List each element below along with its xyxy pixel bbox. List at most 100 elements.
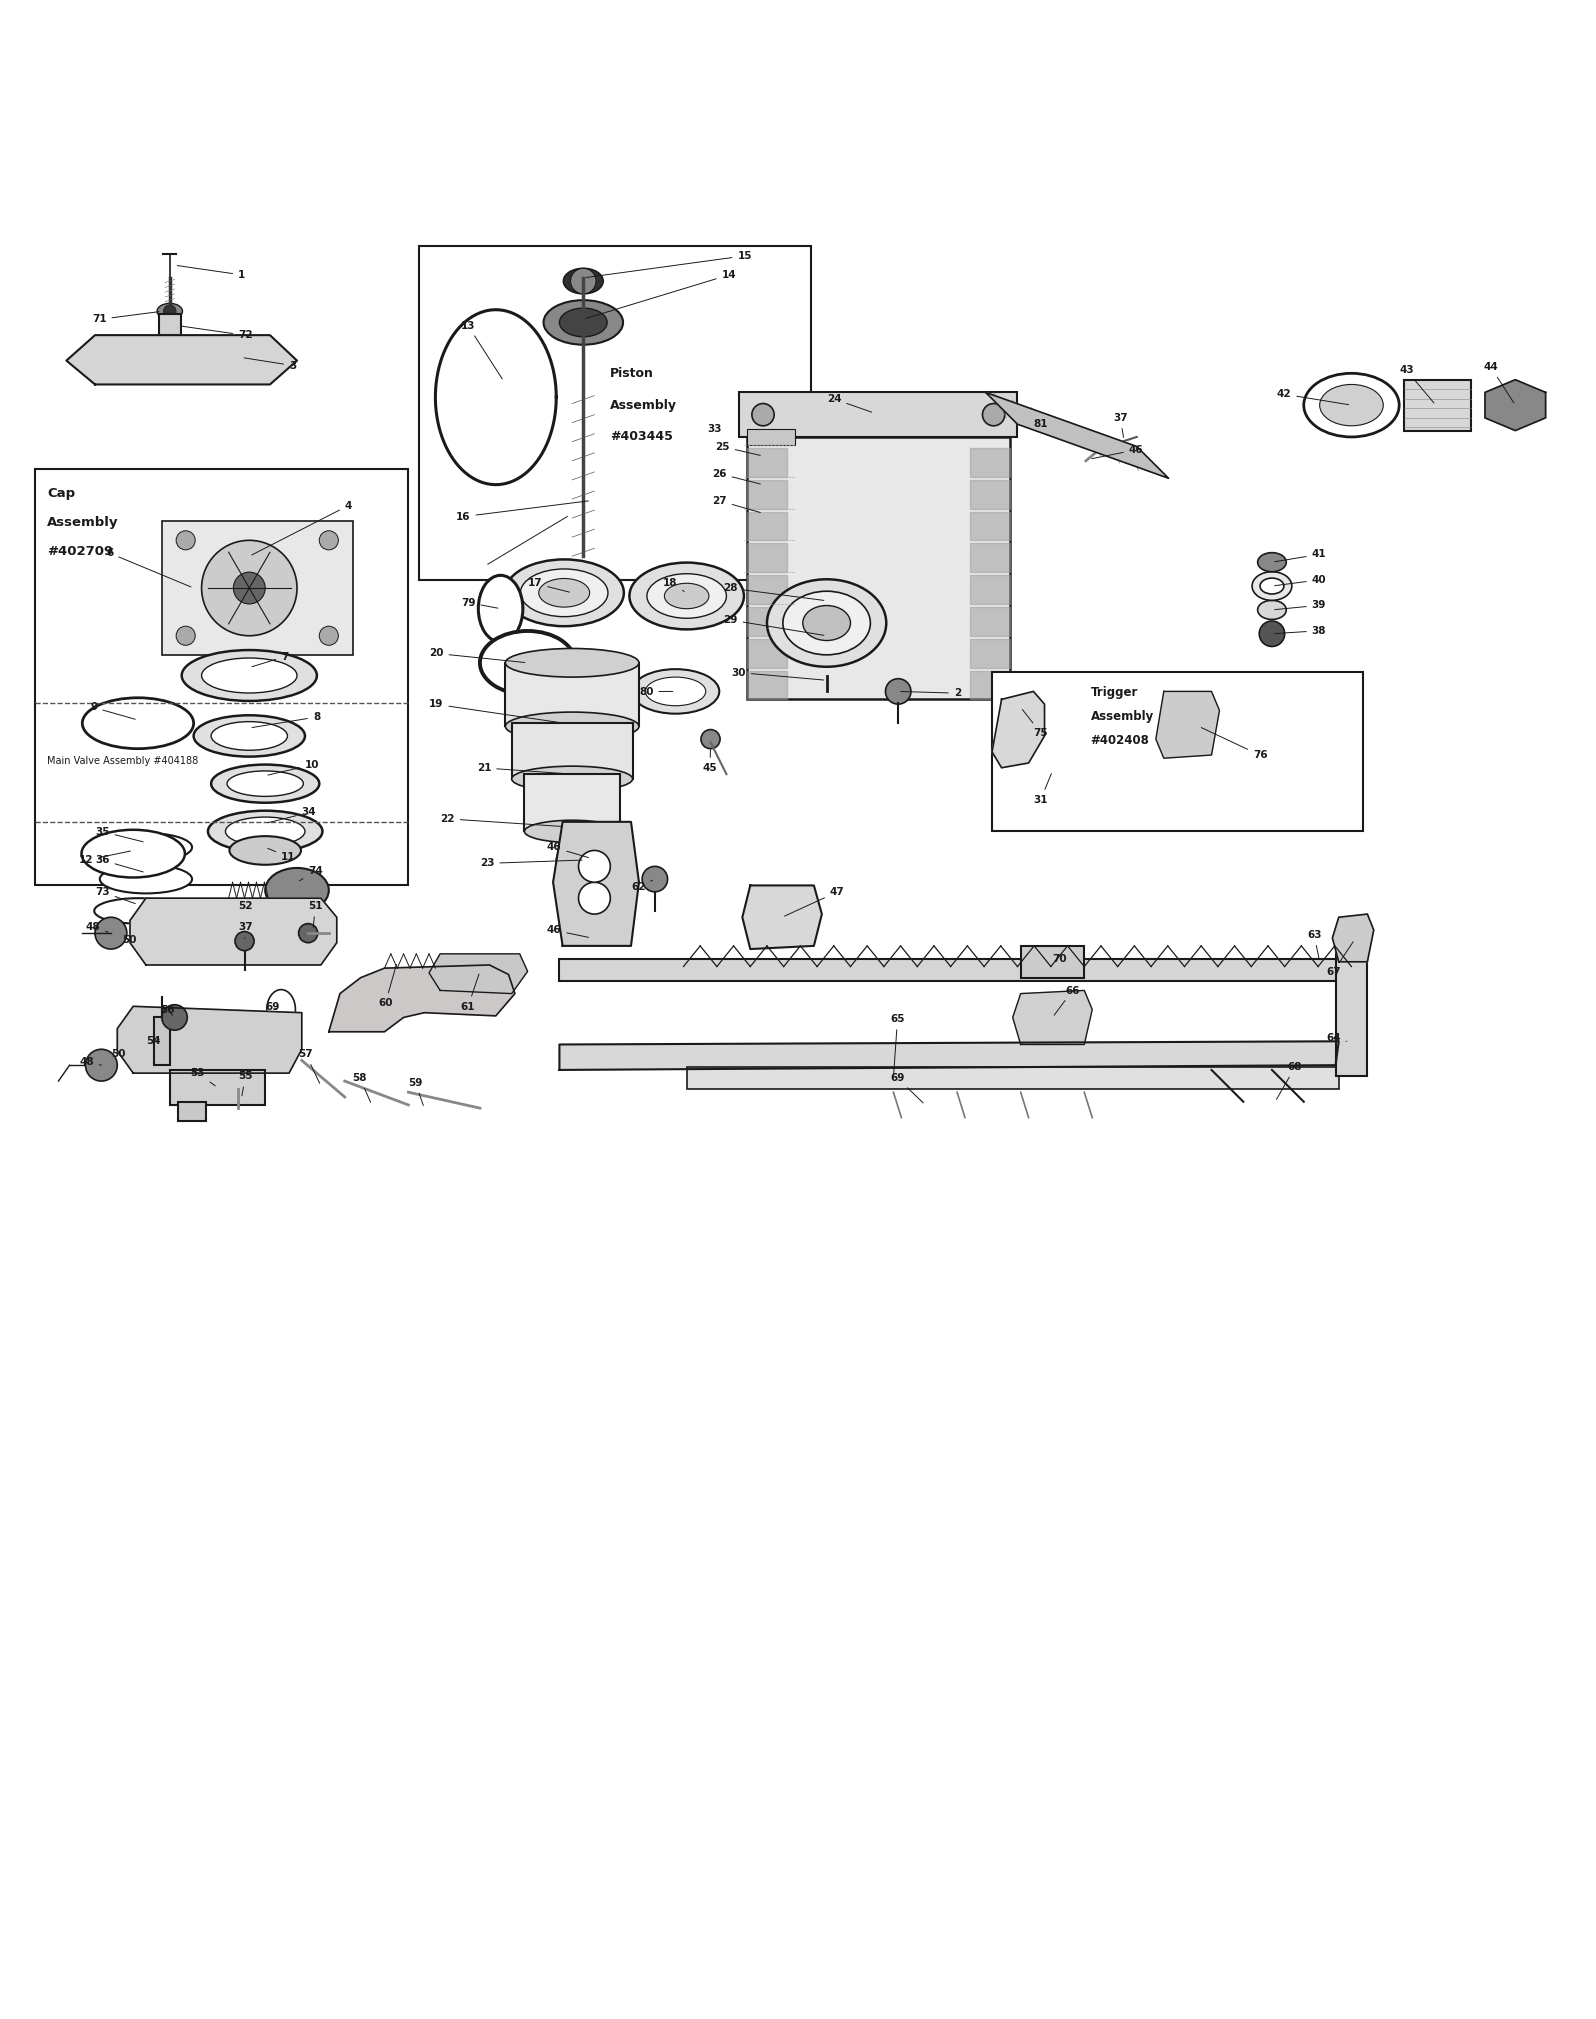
Text: Trigger: Trigger xyxy=(1090,686,1138,699)
FancyBboxPatch shape xyxy=(560,959,1339,981)
Circle shape xyxy=(233,571,265,604)
Text: 27: 27 xyxy=(712,497,760,513)
Text: 17: 17 xyxy=(528,577,570,592)
Ellipse shape xyxy=(1259,577,1283,594)
Text: 51: 51 xyxy=(308,900,322,927)
Text: 50: 50 xyxy=(112,1050,126,1066)
Text: 46: 46 xyxy=(547,925,589,937)
Text: Main Valve Assembly #404188: Main Valve Assembly #404188 xyxy=(48,757,198,767)
Text: 36: 36 xyxy=(96,856,144,872)
Text: 14: 14 xyxy=(586,271,736,319)
Text: 41: 41 xyxy=(1275,549,1326,561)
Ellipse shape xyxy=(81,830,185,878)
Text: 34: 34 xyxy=(268,808,316,824)
Ellipse shape xyxy=(156,303,182,319)
Circle shape xyxy=(1259,622,1285,646)
Circle shape xyxy=(99,339,112,353)
Text: 54: 54 xyxy=(145,1036,161,1046)
Circle shape xyxy=(176,531,195,549)
Circle shape xyxy=(701,729,720,749)
Text: 7: 7 xyxy=(252,652,289,666)
Ellipse shape xyxy=(265,868,329,913)
Text: 69: 69 xyxy=(265,1001,279,1012)
Text: 67: 67 xyxy=(1326,941,1353,977)
Text: 16: 16 xyxy=(456,501,589,521)
Text: 10: 10 xyxy=(268,759,319,775)
Text: 30: 30 xyxy=(731,668,824,680)
Text: 76: 76 xyxy=(1202,727,1267,761)
Ellipse shape xyxy=(560,309,606,337)
Polygon shape xyxy=(329,965,516,1032)
Circle shape xyxy=(298,923,318,943)
Ellipse shape xyxy=(803,606,851,640)
FancyBboxPatch shape xyxy=(112,341,254,378)
Polygon shape xyxy=(1013,991,1092,1044)
Text: #402408: #402408 xyxy=(1090,733,1149,747)
Ellipse shape xyxy=(504,559,624,626)
Circle shape xyxy=(254,339,267,353)
Text: 40: 40 xyxy=(1275,575,1326,586)
FancyBboxPatch shape xyxy=(158,315,180,335)
Ellipse shape xyxy=(479,575,523,642)
Circle shape xyxy=(752,404,774,426)
Ellipse shape xyxy=(629,563,744,630)
FancyBboxPatch shape xyxy=(525,773,619,832)
Ellipse shape xyxy=(664,583,709,608)
Ellipse shape xyxy=(182,650,318,701)
Text: 72: 72 xyxy=(180,325,252,341)
Text: 56: 56 xyxy=(160,1005,174,1016)
Circle shape xyxy=(642,866,667,892)
Polygon shape xyxy=(429,953,528,993)
FancyBboxPatch shape xyxy=(1021,945,1084,977)
Circle shape xyxy=(96,917,126,949)
Text: 22: 22 xyxy=(440,814,562,826)
Text: 58: 58 xyxy=(353,1072,370,1102)
Text: Assembly: Assembly xyxy=(610,398,677,412)
Text: 48: 48 xyxy=(86,923,109,933)
Ellipse shape xyxy=(539,579,589,608)
FancyBboxPatch shape xyxy=(161,521,353,654)
Circle shape xyxy=(99,367,112,380)
Text: 79: 79 xyxy=(461,598,498,608)
Text: 69: 69 xyxy=(891,1072,922,1102)
FancyBboxPatch shape xyxy=(993,672,1363,832)
Circle shape xyxy=(86,1050,117,1080)
Polygon shape xyxy=(986,392,1168,479)
Polygon shape xyxy=(1156,690,1219,759)
Ellipse shape xyxy=(230,836,302,864)
Text: 8: 8 xyxy=(252,713,321,727)
Ellipse shape xyxy=(506,713,638,741)
Circle shape xyxy=(578,882,610,915)
Text: #402709: #402709 xyxy=(48,545,113,557)
Text: 64: 64 xyxy=(1326,1034,1347,1044)
Ellipse shape xyxy=(645,676,705,707)
Circle shape xyxy=(176,626,195,646)
Circle shape xyxy=(578,850,610,882)
Text: 46: 46 xyxy=(547,842,589,858)
Ellipse shape xyxy=(1258,553,1286,571)
Text: 26: 26 xyxy=(712,468,760,485)
Text: 61: 61 xyxy=(461,973,479,1012)
Ellipse shape xyxy=(83,699,193,749)
Circle shape xyxy=(254,367,267,380)
Circle shape xyxy=(201,541,297,636)
Text: 12: 12 xyxy=(80,852,131,866)
Text: 65: 65 xyxy=(891,1014,905,1076)
FancyBboxPatch shape xyxy=(506,662,638,727)
Text: Piston: Piston xyxy=(610,367,654,380)
Text: 42: 42 xyxy=(1277,390,1349,404)
Text: 55: 55 xyxy=(238,1072,252,1096)
Text: 3: 3 xyxy=(244,357,297,371)
Text: 50: 50 xyxy=(121,935,137,945)
Polygon shape xyxy=(993,690,1044,767)
Text: Assembly: Assembly xyxy=(1090,711,1154,723)
Text: 23: 23 xyxy=(480,858,583,868)
Ellipse shape xyxy=(94,898,182,923)
Text: 39: 39 xyxy=(1275,600,1326,610)
Text: 37: 37 xyxy=(238,923,252,939)
Ellipse shape xyxy=(506,648,638,676)
Text: 43: 43 xyxy=(1400,365,1433,404)
Ellipse shape xyxy=(632,668,720,713)
FancyBboxPatch shape xyxy=(230,654,246,676)
Text: 70: 70 xyxy=(1052,953,1068,963)
